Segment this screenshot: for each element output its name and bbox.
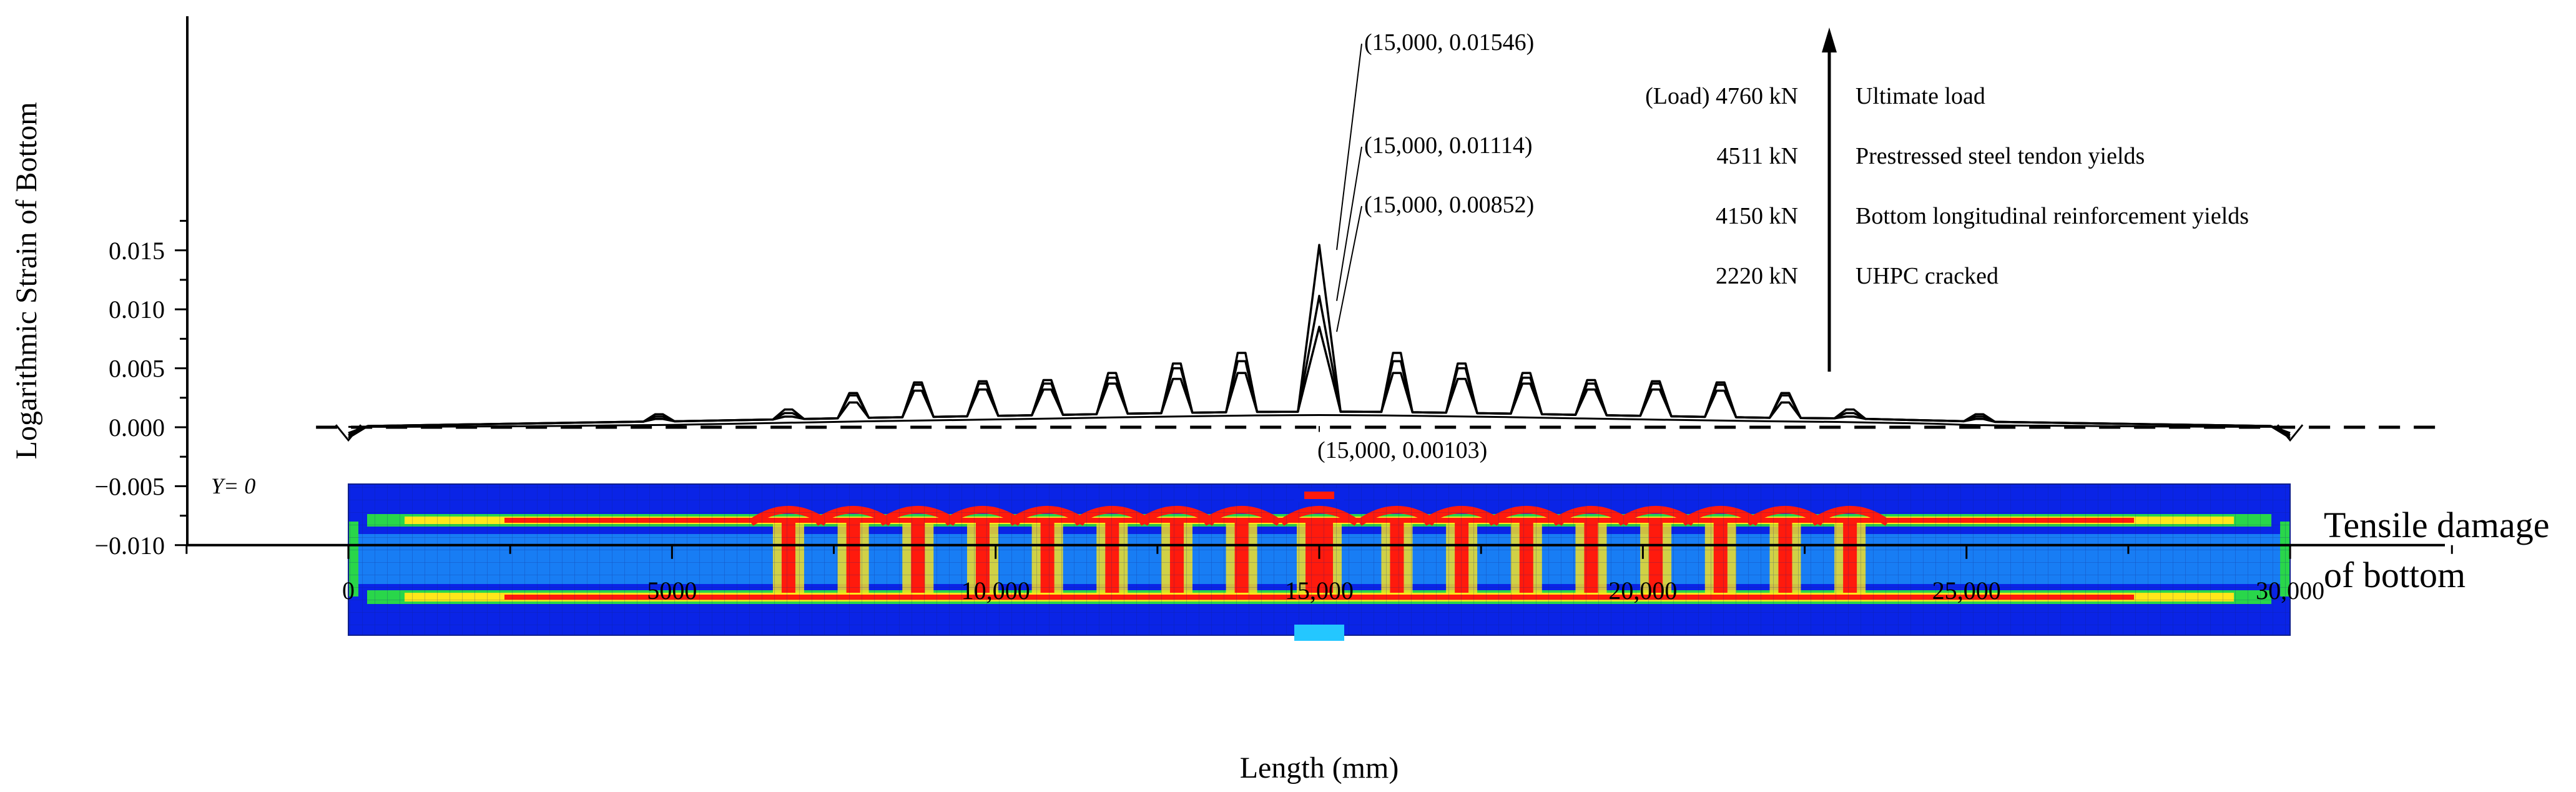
y-tick-label: −0.010 [94,532,165,560]
x-tick-label: 10,000 [961,577,1030,605]
annotation-leader [1336,43,1362,250]
y-tick-label: −0.005 [94,472,165,500]
load-value: 2220 kN [1716,263,1798,289]
contour-section-label: Y= 0 [211,473,255,498]
support-dip [2276,424,2304,442]
load-stage-label: Ultimate load [1856,83,1985,109]
strain-series [335,244,2304,442]
series-spike-line [348,325,2291,435]
x-axis-label: Length (mm) [1240,751,1399,785]
y-tick-label: 0.010 [109,295,165,324]
x-tick-label: 0 [342,577,355,605]
support-dip [335,424,362,442]
x-tick-label: 15,000 [1285,577,1354,605]
load-stage-label: Bottom longitudinal reinforcement yields [1856,203,2249,229]
chart-text: (15,000, 0.01546) (15,000, 0.01114) (15,00… [211,27,2550,595]
load-stage-label: UHPC cracked [1856,263,1998,289]
load-value: (Load) 4760 kN [1645,83,1798,109]
data-annotation: (15,000, 0.01546) [1364,29,1534,56]
data-annotation: (15,000, 0.01114) [1364,132,1533,159]
axes: −0.010 −0.005 0.000 0.005 0.010 0.015 0 5000 10,… [10,16,2453,785]
load-arrow-head [1822,27,1837,52]
inset-label-line1: Tensile damage [2324,505,2550,545]
y-tick-label: 0.000 [109,413,165,442]
x-tick-label: 20,000 [1608,577,1677,605]
load-pad-red [1304,492,1335,499]
x-tick-label: 30,000 [2256,577,2324,605]
series-2220kN-line [348,414,2291,428]
load-stage-label: Prestressed steel tendon yields [1856,143,2145,169]
annotation-leader [1336,205,1362,332]
y-tick-label: 0.005 [109,355,165,383]
load-pad-bottom [1294,625,1345,641]
load-value: 4150 kN [1716,203,1798,229]
tensile-damage-contour [348,483,2291,641]
data-annotation: (15,000, 0.00103) [1317,437,1487,463]
annotation-leader [1336,146,1362,301]
x-tick-label: 25,000 [1932,577,2001,605]
series-spike-line [348,244,2291,439]
inset-label-line2: of bottom [2324,555,2465,595]
data-annotation: (15,000, 0.00852) [1364,192,1534,218]
y-tick-label: 0.015 [109,237,165,265]
y-axis-label: Logarithmic Strain of Bottom [10,102,43,459]
x-tick-label: 5000 [647,577,697,605]
load-value: 4511 kN [1716,143,1798,169]
beam-contour-clip [348,484,2291,635]
contour-mesh [348,484,2291,635]
